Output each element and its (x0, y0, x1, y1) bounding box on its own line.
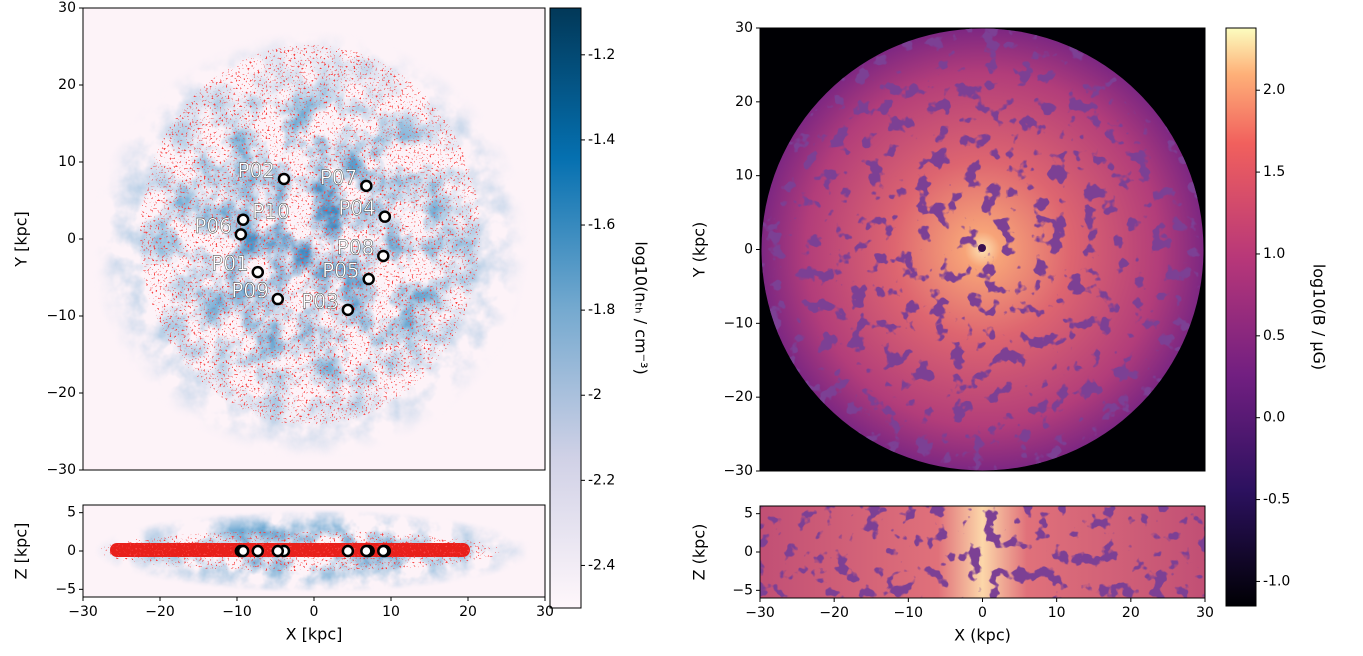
x-tick-label: −20 (145, 604, 175, 620)
x-tick-label: 0 (978, 605, 987, 621)
probe-point (360, 544, 373, 558)
probe-label: P06 (194, 214, 232, 238)
probe-point (236, 213, 250, 226)
y-tick-label: −20 (723, 389, 753, 405)
probe-point (251, 265, 265, 279)
y-tick-label: −30 (723, 463, 753, 479)
y-tick-label: 0 (67, 231, 76, 247)
colorbar-tick-label: -1.0 (1263, 573, 1290, 589)
particle-scatter (140, 45, 480, 425)
y-tick-label: 10 (58, 154, 76, 170)
density-map-edge (94, 509, 534, 593)
probe-point (271, 292, 285, 306)
probe-label: P04 (338, 196, 376, 220)
colorbar-tick-label: -1.8 (588, 302, 615, 318)
probe-point (271, 544, 285, 558)
probe-point (236, 544, 250, 558)
colorbar-tick-label: -2.2 (588, 472, 615, 488)
y-tick-label: 0 (67, 543, 76, 559)
x-tick-label: 30 (536, 604, 554, 620)
x-tick-label: −10 (222, 604, 252, 620)
probe-label: P08 (337, 235, 375, 259)
probe-label: P10 (252, 199, 290, 223)
probe-point (362, 272, 375, 286)
y-tick-label: −5 (732, 582, 753, 598)
probe-point (251, 544, 265, 558)
probe-point (377, 249, 390, 263)
particle-scatter (100, 531, 500, 571)
colorbar-tick-label: -2.4 (588, 557, 615, 573)
x-tick-label: −20 (819, 605, 849, 621)
y-tick-label: 10 (735, 168, 753, 184)
x-tick-label: 10 (382, 604, 400, 620)
probe-label: P07 (320, 165, 358, 189)
y-tick-label: −10 (46, 308, 76, 324)
y-tick-label: 30 (735, 20, 753, 36)
density-map (90, 30, 530, 460)
field-texture (760, 506, 1205, 598)
x-axis-label: X [kpc] (286, 625, 343, 644)
y-tick-label: 0 (744, 544, 753, 560)
field-core (978, 244, 986, 252)
x-tick-label: 10 (1048, 605, 1066, 621)
colorbar-tick-label: 1.0 (1263, 246, 1285, 262)
y-tick-label: 5 (744, 506, 753, 522)
probe-point (378, 210, 392, 223)
colorbar-tick-label: -1.4 (588, 132, 615, 148)
colorbar-tick-label: -1.6 (588, 217, 615, 233)
probe-label: P03 (301, 289, 339, 313)
colorbar-tick-label: 0.5 (1263, 328, 1285, 344)
y-tick-label: −30 (46, 462, 76, 478)
probe-label: P05 (322, 259, 360, 283)
field-edge (760, 506, 1205, 598)
colorbar-label: log10(B / μG) (1310, 264, 1329, 370)
y-axis-label: Y (kpc) (690, 222, 709, 279)
colorbar-tick-label: 2.0 (1263, 82, 1285, 98)
y-tick-label: 5 (67, 505, 76, 521)
colorbar-tick-label: 1.5 (1263, 164, 1285, 180)
x-tick-label: 20 (1122, 605, 1140, 621)
probe-point (277, 172, 291, 186)
colorbar-tick-label: -0.5 (1263, 492, 1290, 508)
colorbar-tick-label: -1.2 (588, 47, 615, 63)
probe-point (360, 179, 373, 193)
y-tick-label: −5 (55, 581, 76, 597)
colorbar-tick-label: 0.0 (1263, 410, 1285, 426)
y-axis-label: Z (kpc) (690, 524, 709, 581)
colorbar (549, 7, 582, 609)
probe-point (341, 303, 355, 317)
probe-label: P02 (237, 158, 275, 182)
x-tick-label: 30 (1196, 605, 1214, 621)
probe-label: P01 (211, 252, 249, 276)
x-axis-label: X (kpc) (954, 626, 1011, 645)
probe-point (341, 544, 355, 558)
y-tick-label: 0 (744, 242, 753, 258)
y-tick-label: −20 (46, 385, 76, 401)
y-axis-label: Z [kpc] (12, 523, 31, 580)
y-axis-label: Y [kpc] (12, 211, 31, 268)
x-tick-label: −30 (68, 604, 98, 620)
x-tick-label: 20 (459, 604, 477, 620)
colorbar-tick-label: -2 (588, 387, 602, 403)
colorbar-label: log10(nₜₕ / cm⁻³) (632, 241, 651, 374)
x-tick-label: 0 (310, 604, 319, 620)
y-tick-label: 20 (735, 94, 753, 110)
x-tick-label: −10 (894, 605, 924, 621)
probe-label: P09 (231, 279, 269, 303)
y-tick-label: 20 (58, 77, 76, 93)
probe-point (234, 228, 248, 241)
probe-point (377, 544, 390, 558)
x-tick-label: −30 (745, 605, 775, 621)
y-tick-label: −10 (723, 315, 753, 331)
y-tick-label: 30 (58, 0, 76, 16)
colorbar (1225, 27, 1257, 607)
